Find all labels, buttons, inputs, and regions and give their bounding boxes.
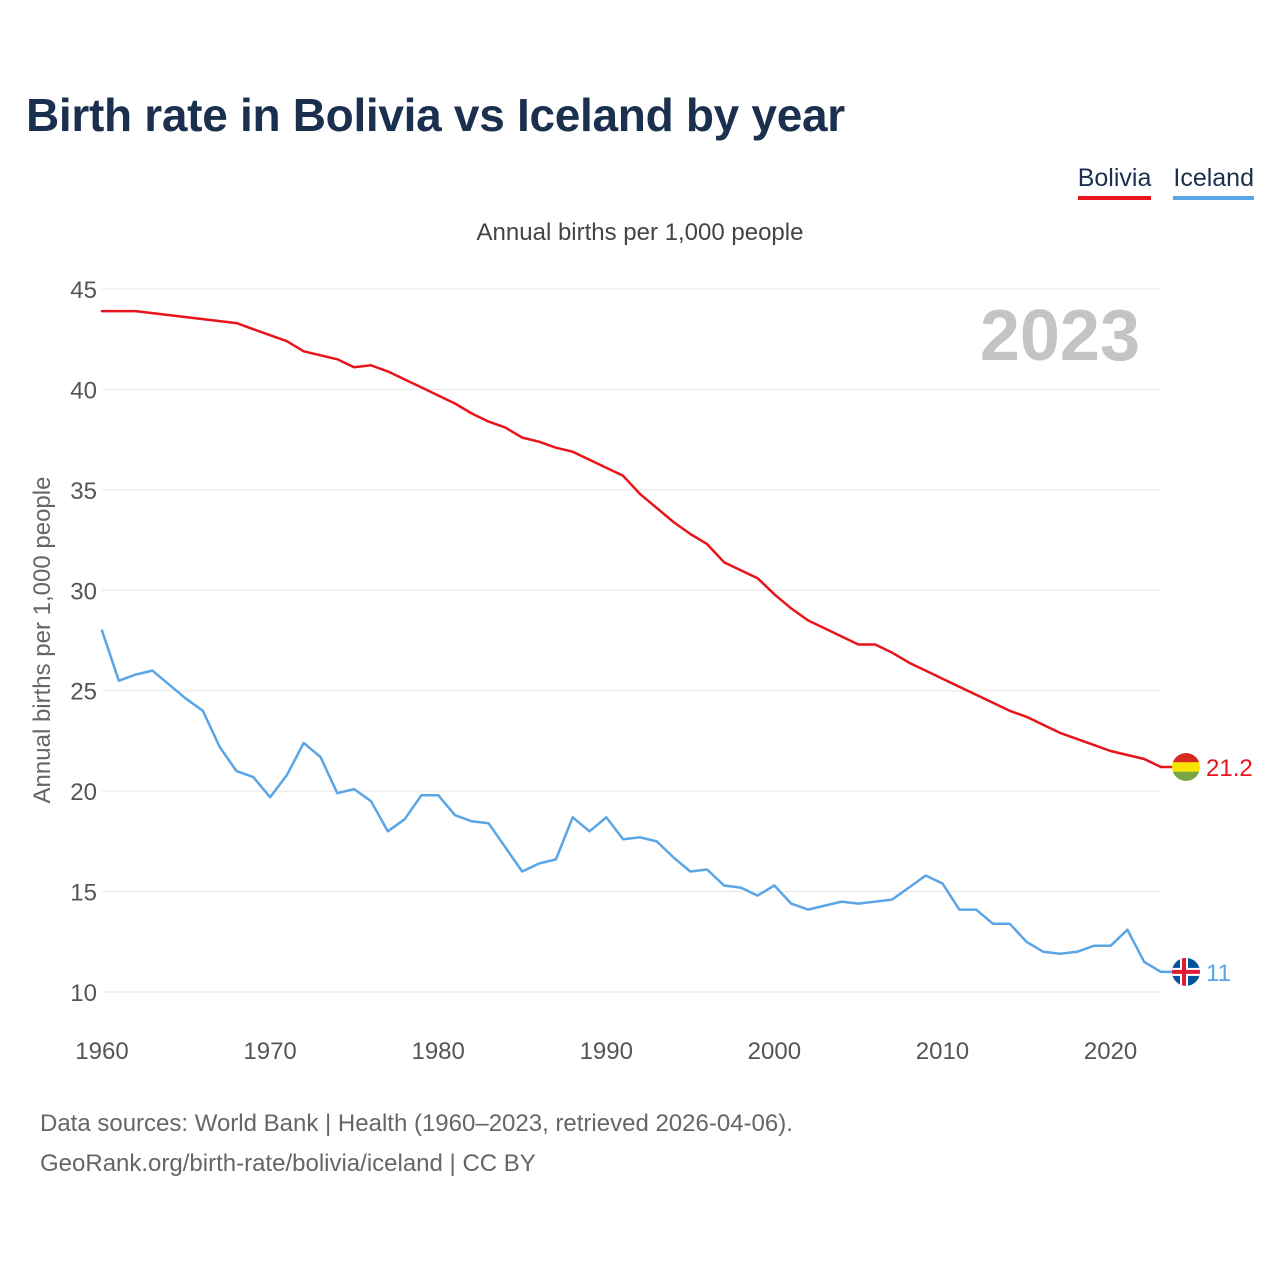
year-watermark: 2023 [980, 296, 1140, 376]
y-axis: 10 15 20 25 30 35 40 45 [70, 277, 97, 1007]
end-markers: 21.2 11 [1172, 753, 1253, 987]
y-tick-label-45: 45 [70, 277, 97, 304]
series-group [100, 309, 1186, 974]
y-tick-label-35: 35 [70, 478, 97, 505]
series-line-iceland [100, 629, 1163, 974]
line-chart: Annual births per 1,000 people 2023 Annu… [29, 219, 1253, 1065]
y-tick-label-15: 15 [70, 880, 97, 907]
y-tick-label-40: 40 [70, 377, 97, 404]
legend: Bolivia Iceland [1077, 164, 1254, 200]
x-tick-label-1980: 1980 [411, 1038, 464, 1065]
x-tick-label-2020: 2020 [1084, 1038, 1137, 1065]
end-value-label-iceland: 11 [1206, 960, 1231, 987]
x-tick-label-2000: 2000 [748, 1038, 801, 1065]
end-value-label-bolivia: 21.2 [1206, 755, 1253, 782]
legend-item-iceland[interactable]: Iceland [1173, 164, 1254, 200]
y-tick-label-20: 20 [70, 779, 97, 806]
x-tick-label-1970: 1970 [243, 1038, 296, 1065]
y-tick-label-30: 30 [70, 578, 97, 605]
bolivia-flag-icon [1172, 753, 1200, 781]
series-line-bolivia [100, 309, 1163, 769]
x-tick-label-1990: 1990 [580, 1038, 633, 1065]
x-tick-label-1960: 1960 [75, 1038, 128, 1065]
grid [102, 288, 1161, 993]
y-tick-label-10: 10 [70, 980, 97, 1007]
footer: Data sources: World Bank | Health (1960–… [40, 1104, 793, 1184]
x-axis: 1960 1970 1980 1990 2000 2010 2020 [75, 1038, 1137, 1065]
footer-sources: Data sources: World Bank | Health (1960–… [40, 1110, 793, 1137]
x-tick-label-2010: 2010 [916, 1038, 969, 1065]
y-tick-label-25: 25 [70, 679, 97, 706]
y-axis-label: Annual births per 1,000 people [29, 477, 56, 804]
chart-subtitle: Annual births per 1,000 people [477, 219, 804, 246]
footer-link[interactable]: GeoRank.org/birth-rate/bolivia/iceland |… [40, 1150, 536, 1177]
chart-title: Birth rate in Bolivia vs Iceland by year [26, 89, 845, 141]
legend-item-bolivia[interactable]: Bolivia [1077, 164, 1152, 200]
iceland-flag-icon [1172, 957, 1200, 986]
